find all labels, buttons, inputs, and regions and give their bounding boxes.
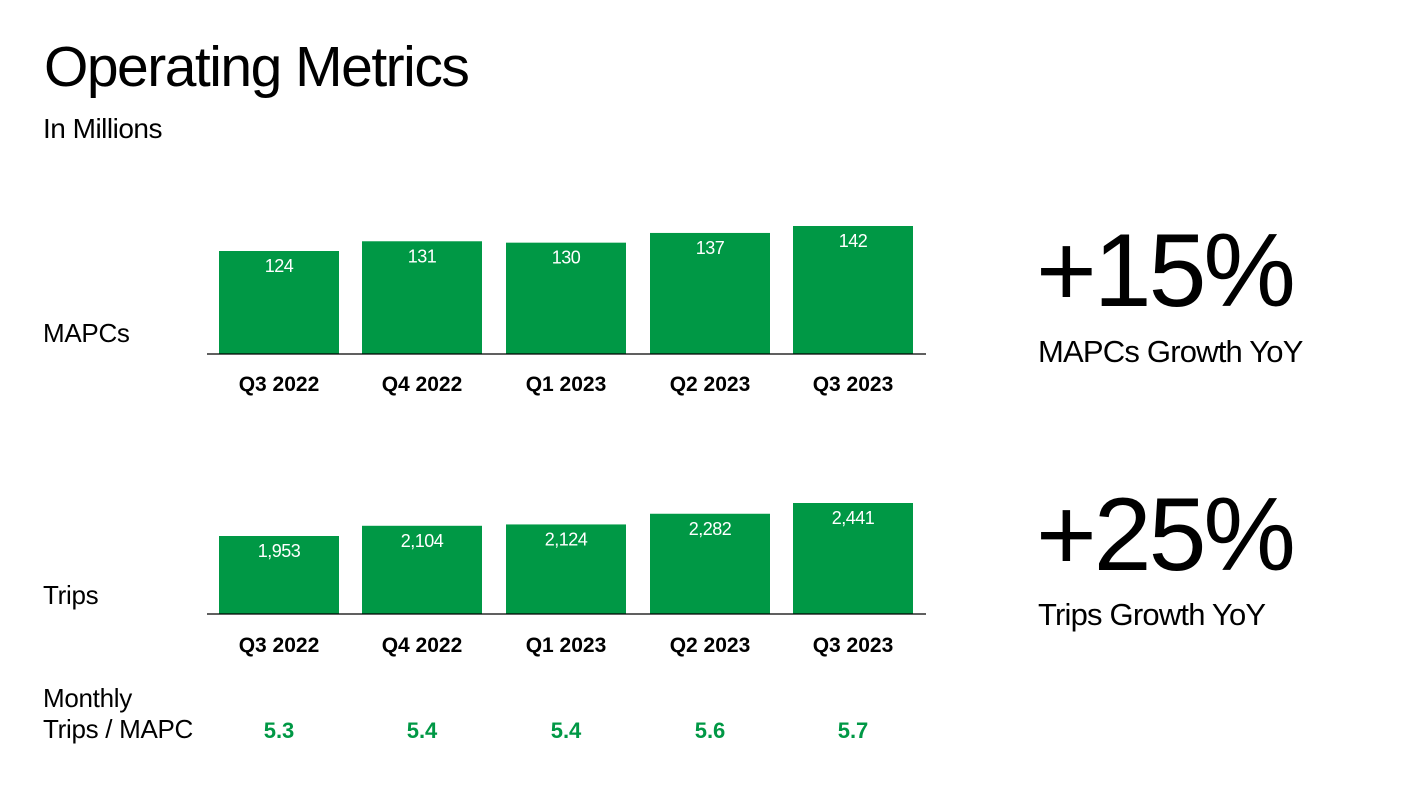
mapcs-bar-3 bbox=[506, 242, 626, 354]
mapcs-bar-2 bbox=[362, 241, 482, 354]
trips-category-label-4: Q2 2023 bbox=[670, 634, 751, 657]
trips-category-label-5: Q3 2023 bbox=[813, 634, 894, 657]
ratio-value-5: 5.7 bbox=[838, 718, 869, 743]
trips-category-label-2: Q4 2022 bbox=[382, 634, 463, 657]
mapcs-category-label-1: Q3 2022 bbox=[239, 373, 320, 396]
trips-bar-1 bbox=[219, 536, 339, 614]
ratio-row-label-line2: Trips / MAPC bbox=[43, 714, 194, 744]
mapcs-value-label-1: 124 bbox=[265, 256, 294, 276]
trips-category-label-3: Q1 2023 bbox=[526, 634, 607, 657]
ratio-row-label-line1: Monthly bbox=[43, 683, 132, 713]
mapcs-category-label-5: Q3 2023 bbox=[813, 373, 894, 396]
trips-row-label: Trips bbox=[43, 580, 99, 610]
mapcs-category-label-4: Q2 2023 bbox=[670, 373, 751, 396]
mapcs-value-label-3: 130 bbox=[552, 248, 581, 268]
trips-value-label-5: 2,441 bbox=[832, 508, 875, 528]
mapcs-row-label: MAPCs bbox=[43, 318, 130, 348]
mapcs-growth-value: +15% bbox=[1036, 213, 1296, 329]
mapcs-bar-4 bbox=[650, 232, 770, 354]
trips-bar-2 bbox=[362, 525, 482, 614]
trips-bar-5 bbox=[793, 503, 913, 614]
trips-value-label-4: 2,282 bbox=[689, 519, 732, 539]
page-title: Operating Metrics bbox=[44, 35, 470, 99]
mapcs-bar-5 bbox=[793, 226, 913, 354]
trips-value-label-3: 2,124 bbox=[545, 529, 588, 549]
trips-growth-value: +25% bbox=[1036, 477, 1296, 593]
trips-bar-3 bbox=[506, 524, 626, 614]
mapcs-growth-caption: MAPCs Growth YoY bbox=[1038, 334, 1303, 369]
mapcs-category-label-2: Q4 2022 bbox=[382, 373, 463, 396]
trips-growth-caption: Trips Growth YoY bbox=[1038, 597, 1266, 632]
page-subtitle: In Millions bbox=[43, 113, 162, 144]
ratio-value-3: 5.4 bbox=[551, 718, 582, 743]
mapcs-bar-1 bbox=[219, 251, 339, 354]
mapcs-value-label-5: 142 bbox=[839, 231, 868, 251]
trips-bar-4 bbox=[650, 513, 770, 614]
ratio-value-2: 5.4 bbox=[407, 718, 438, 743]
trips-value-label-1: 1,953 bbox=[258, 541, 301, 561]
ratio-value-1: 5.3 bbox=[264, 718, 295, 743]
mapcs-value-label-2: 131 bbox=[408, 246, 437, 266]
mapcs-category-label-3: Q1 2023 bbox=[526, 373, 607, 396]
trips-category-label-1: Q3 2022 bbox=[239, 634, 320, 657]
ratio-value-4: 5.6 bbox=[695, 718, 726, 743]
mapcs-value-label-4: 137 bbox=[696, 238, 725, 258]
trips-value-label-2: 2,104 bbox=[401, 531, 444, 551]
